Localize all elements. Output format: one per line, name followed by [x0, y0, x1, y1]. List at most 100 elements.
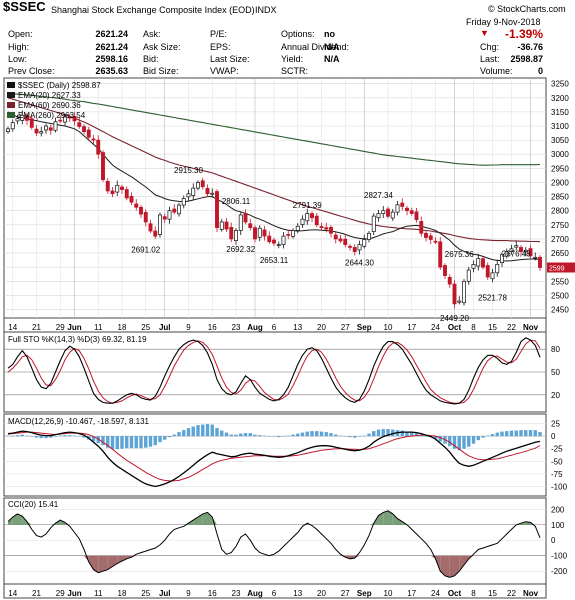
price-annotation: 2806.11: [222, 197, 251, 206]
macd-histogram-bar: [191, 426, 195, 437]
eps-label: EPS:: [210, 42, 231, 52]
quote-date: Friday 9-Nov-2018: [466, 17, 541, 27]
candle-body: [348, 245, 352, 248]
price-legend-swatch: [7, 112, 15, 118]
macd-histogram-bar: [248, 433, 252, 437]
price-legend-entry: $SSEC (Daily) 2598.87: [18, 81, 101, 90]
macd-histogram-bar: [272, 436, 276, 437]
xaxis-tick-label: 14: [8, 323, 17, 332]
candle-body: [191, 187, 196, 196]
sto-ytick-label: 20: [551, 391, 560, 400]
price-ytick-label: 3000: [551, 150, 569, 159]
candle-body: [485, 265, 490, 278]
candle-body: [390, 211, 395, 219]
candle-body: [134, 203, 139, 208]
candle-body: [248, 223, 253, 228]
bottom-xaxis-tick-label: 20: [317, 589, 326, 598]
xaxis-tick-label: Jun: [67, 323, 81, 332]
xaxis-tick-label: 20: [317, 323, 326, 332]
price-ytick-label: 2900: [551, 178, 569, 187]
macd-histogram-bar: [486, 435, 490, 437]
sto-k-line: [7, 337, 541, 405]
candle-body: [443, 265, 447, 276]
macd-histogram-bar: [495, 432, 499, 437]
price-annotation: 2676.48: [502, 250, 531, 259]
price-ytick-label: 3050: [551, 136, 569, 145]
candle-body: [362, 239, 367, 247]
candle-body: [352, 247, 357, 252]
candle-body: [452, 283, 457, 305]
macd-ytick-label: -25: [551, 445, 563, 454]
candle-body: [310, 213, 314, 219]
candle-body: [200, 180, 205, 188]
bottom-xaxis-tick-label: Jul: [159, 589, 171, 598]
price-ytick-label: 2550: [551, 277, 569, 286]
cci-overbought-fill: [60, 520, 65, 525]
xaxis-tick-label: 17: [407, 323, 416, 332]
macd-histogram-bar: [153, 436, 157, 446]
candle-body: [162, 216, 167, 220]
candle-body: [205, 188, 210, 195]
cci-oversold-fill: [445, 555, 450, 578]
quote-prevclose-label: Prev Close:: [8, 66, 55, 76]
quote-prevclose-value: 2635.63: [95, 66, 128, 76]
macd-histogram-bar: [210, 424, 214, 437]
macd-histogram-bar: [476, 436, 480, 441]
macd-histogram-bar: [490, 434, 495, 437]
cci-overbought-fill: [369, 523, 374, 525]
macd-histogram-bar: [424, 436, 428, 437]
candle-body: [519, 247, 523, 252]
bottom-xaxis-tick-label: 11: [94, 589, 103, 598]
macd-histogram-bar: [125, 436, 129, 449]
macd-histogram-bar: [414, 433, 419, 437]
dividend-value: N/A: [324, 42, 340, 52]
candle-body: [281, 235, 286, 245]
candle-body: [400, 202, 405, 207]
candle-body: [101, 152, 105, 180]
macd-histogram-bar: [139, 436, 143, 449]
candle-body: [490, 272, 495, 280]
price-annotation: 2449.20: [440, 314, 469, 323]
macd-legend: MACD(12,26,9) -10.467, -18.597, 8.131: [8, 417, 150, 426]
candle-body: [333, 234, 338, 240]
candle-body: [10, 122, 15, 130]
cci-overbought-fill: [207, 512, 213, 525]
xaxis-tick-label: 13: [293, 323, 302, 332]
candle-body: [6, 128, 10, 132]
candle-body: [224, 221, 229, 230]
macd-histogram-bar: [324, 432, 328, 437]
macd-histogram-bar: [362, 435, 366, 437]
candle-body: [457, 300, 462, 303]
price-ytick-label: 2850: [551, 193, 569, 202]
xaxis-tick-label: 25: [141, 323, 150, 332]
candle-body: [395, 204, 400, 213]
macd-histogram-bar: [514, 430, 518, 437]
price-ytick-label: 2450: [551, 306, 569, 315]
macd-histogram-bar: [500, 431, 504, 437]
candle-body: [153, 230, 158, 237]
ema260-line: [7, 92, 541, 166]
price-annotation: 2644.30: [345, 259, 374, 268]
bottom-xaxis-tick-label: 13: [293, 589, 302, 598]
bottom-xaxis-tick-label: Oct: [448, 589, 462, 598]
candle-body: [39, 131, 44, 134]
macd-histogram-bar: [25, 435, 29, 437]
xaxis-tick-label: 29: [56, 323, 65, 332]
macd-histogram-bar: [329, 433, 333, 437]
macd-histogram-bar: [310, 431, 314, 437]
candle-body: [44, 125, 48, 131]
sto-d-line: [7, 339, 541, 404]
xaxis-tick-label: 11: [94, 323, 103, 332]
candle-body: [305, 213, 310, 222]
cci-overbought-fill: [397, 518, 403, 525]
quote-low-label: Low:: [8, 54, 28, 64]
cci-oversold-fill: [454, 555, 460, 576]
sto-legend: Full STO %K(14,3) %D(3) 69.32, 81.19: [8, 335, 147, 344]
macd-histogram-bar: [58, 435, 62, 437]
cci-overbought-fill: [388, 510, 393, 525]
candle-body: [15, 118, 20, 122]
macd-histogram-bar: [234, 434, 238, 437]
last-price-label: 2599: [549, 265, 565, 272]
